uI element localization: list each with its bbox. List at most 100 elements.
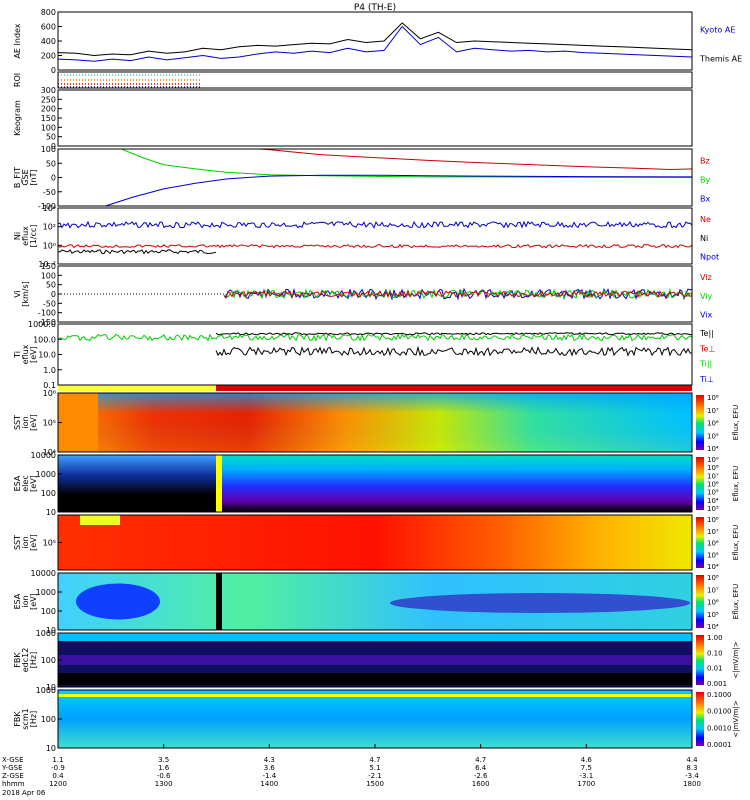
ytick-label-4-2: 10⁰: [43, 241, 56, 250]
ylabel-5-0: Vi: [13, 290, 22, 298]
legend-6-0: Te||: [699, 329, 714, 338]
ti-green: [57, 333, 693, 342]
legend-0-1: Themis AE: [699, 54, 742, 63]
ytick-label-11-0: 1000: [36, 629, 56, 638]
ytick-label-6-3: 1.0: [43, 366, 56, 375]
ylabel-6-0: Ti: [13, 351, 22, 359]
ytick-label-10-3: 10: [46, 626, 56, 635]
legend-3-1: By: [700, 175, 710, 184]
vi-green: [223, 288, 693, 300]
ylabel-9-1: ion: [21, 536, 30, 548]
ylabel-5-1: [km/s]: [21, 281, 30, 307]
ylabel-1-0: ROI: [13, 73, 22, 87]
status-bar-red: [216, 385, 692, 391]
panel-frame-10: [57, 572, 693, 631]
ytick-label-5-6: -150: [38, 318, 56, 327]
ylabel-3-2: [nT]: [29, 169, 38, 185]
ytick-label-4-3: 10⁻²: [38, 260, 56, 269]
heatmap-esa-elec-left: [58, 455, 216, 512]
xaxis-y-1: 1.6: [158, 764, 170, 772]
colorbar-tick-10-4: 10⁴: [707, 623, 719, 631]
heatmap-sst-ion-1-overlay: [58, 393, 692, 452]
colorbar-tick-12-2: 0.0010: [707, 724, 732, 732]
series-line-3-0: [258, 148, 693, 171]
xaxis-z-5: -3.1: [579, 772, 593, 780]
xaxis-x-6: 4.4: [686, 756, 698, 764]
colorbar-label-10: Eflux, EFU: [732, 584, 740, 619]
heatmap-esa-ion-band: [390, 593, 690, 613]
legend-6-2: Ti||: [699, 360, 712, 369]
ytick-label-5-2: 50: [46, 281, 56, 290]
ylabel-6-1: eflux: [21, 344, 30, 364]
ytick-label-11-1: 100: [41, 656, 56, 665]
legend-5-1: Viy: [700, 292, 713, 301]
colorbar-label-7: Eflux, EFU: [732, 405, 740, 440]
xaxis-row-label-3: hhmm: [2, 780, 25, 788]
vi-red: [223, 289, 693, 299]
xaxis-y-2: 3.6: [264, 764, 276, 772]
xaxis-t-0: 1200: [49, 780, 67, 788]
colorbar-tick-9-4: 10⁴: [707, 563, 719, 571]
legend-0-0: Kyoto AE: [700, 25, 735, 34]
ylabel-8-0: ESA: [13, 475, 22, 491]
colorbar-tick-9-0: 10⁸: [707, 516, 719, 524]
colorbar-tick-8-0: 10⁹: [707, 456, 719, 464]
colorbar-label-11: <|mV/m|>: [732, 641, 740, 678]
status-bar-yellow: [58, 385, 216, 391]
ylabel-10-2: [eV]: [29, 593, 38, 610]
ylabel-7-0: SST: [13, 415, 22, 430]
series-line-0-0: [57, 25, 693, 62]
colorbar-tick-9-3: 10⁵: [707, 551, 719, 559]
date-label: 2018 Apr 06: [2, 789, 46, 797]
legend-4-1: Ni: [700, 234, 708, 243]
ni-red: [57, 243, 693, 249]
xaxis-t-2: 1400: [260, 780, 278, 788]
ytick-label-6-2: 10.0: [38, 351, 56, 360]
heatmap-fbk-edc12-mid: [58, 655, 692, 665]
ytick-label-10-2: 100: [41, 607, 56, 616]
ytick-label-12-2: 10: [46, 744, 56, 753]
ytick-label-3-4: -100: [38, 202, 56, 211]
ytick-label-7-1: 10⁵: [43, 419, 56, 428]
heatmap-fbk-edc12-low: [58, 673, 692, 685]
ytick-label-0-0: 800: [41, 8, 56, 17]
ylabel-8-1: elec: [21, 475, 30, 491]
ylabel-10-1: ion: [21, 595, 30, 607]
ylabel-10-0: ESA: [13, 593, 22, 609]
ytick-label-5-4: -50: [43, 299, 56, 308]
panel-frame-4: [57, 207, 693, 265]
colorbar-tick-10-3: 10⁵: [707, 611, 719, 619]
legend-6-1: Te⊥: [699, 344, 715, 353]
xaxis-z-0: 0.4: [52, 772, 64, 780]
colorbar-tick-9-2: 10⁶: [707, 540, 719, 548]
ytick-label-2-4: 100: [41, 123, 56, 132]
ytick-label-5-0: 150: [41, 262, 56, 271]
ytick-label-5-3: 0: [51, 290, 56, 299]
ytick-label-6-0: 1000.0: [28, 320, 56, 329]
colorbar-9: [696, 517, 704, 568]
ytick-label-10-1: 1000: [36, 588, 56, 597]
ytick-label-5-1: 100: [41, 271, 56, 280]
colorbar-7: [696, 395, 704, 450]
ytick-label-2-5: 50: [46, 133, 56, 142]
colorbar-label-12: <|mV/m|>: [732, 700, 740, 737]
ytick-label-4-1: 10²: [43, 223, 56, 232]
colorbar-tick-10-2: 10⁶: [707, 599, 719, 607]
xaxis-x-1: 3.5: [158, 756, 169, 764]
ytick-label-4-0: 10⁴: [43, 204, 56, 213]
colorbar-tick-7-0: 10⁸: [707, 394, 719, 402]
xaxis-t-6: 1800: [683, 780, 701, 788]
colorbar-tick-7-3: 10⁵: [707, 432, 719, 440]
ylabel-4-0: Ni: [13, 232, 22, 240]
ytick-label-6-1: 100.0: [33, 335, 56, 344]
xaxis-y-3: 5.1: [369, 764, 380, 772]
ni-black: [57, 249, 217, 255]
heatmap-sst-ion-1-block: [58, 393, 98, 452]
heatmap-sst-ion-2-patch: [80, 515, 120, 525]
xaxis-row-label-0: X-GSE: [2, 756, 24, 764]
xaxis-y-4: 6.4: [475, 764, 487, 772]
ytick-label-0-4: 0: [51, 66, 56, 75]
ytick-label-0-2: 400: [41, 37, 56, 46]
ni-blue: [57, 220, 693, 229]
colorbar-tick-7-2: 10⁶: [707, 420, 719, 428]
